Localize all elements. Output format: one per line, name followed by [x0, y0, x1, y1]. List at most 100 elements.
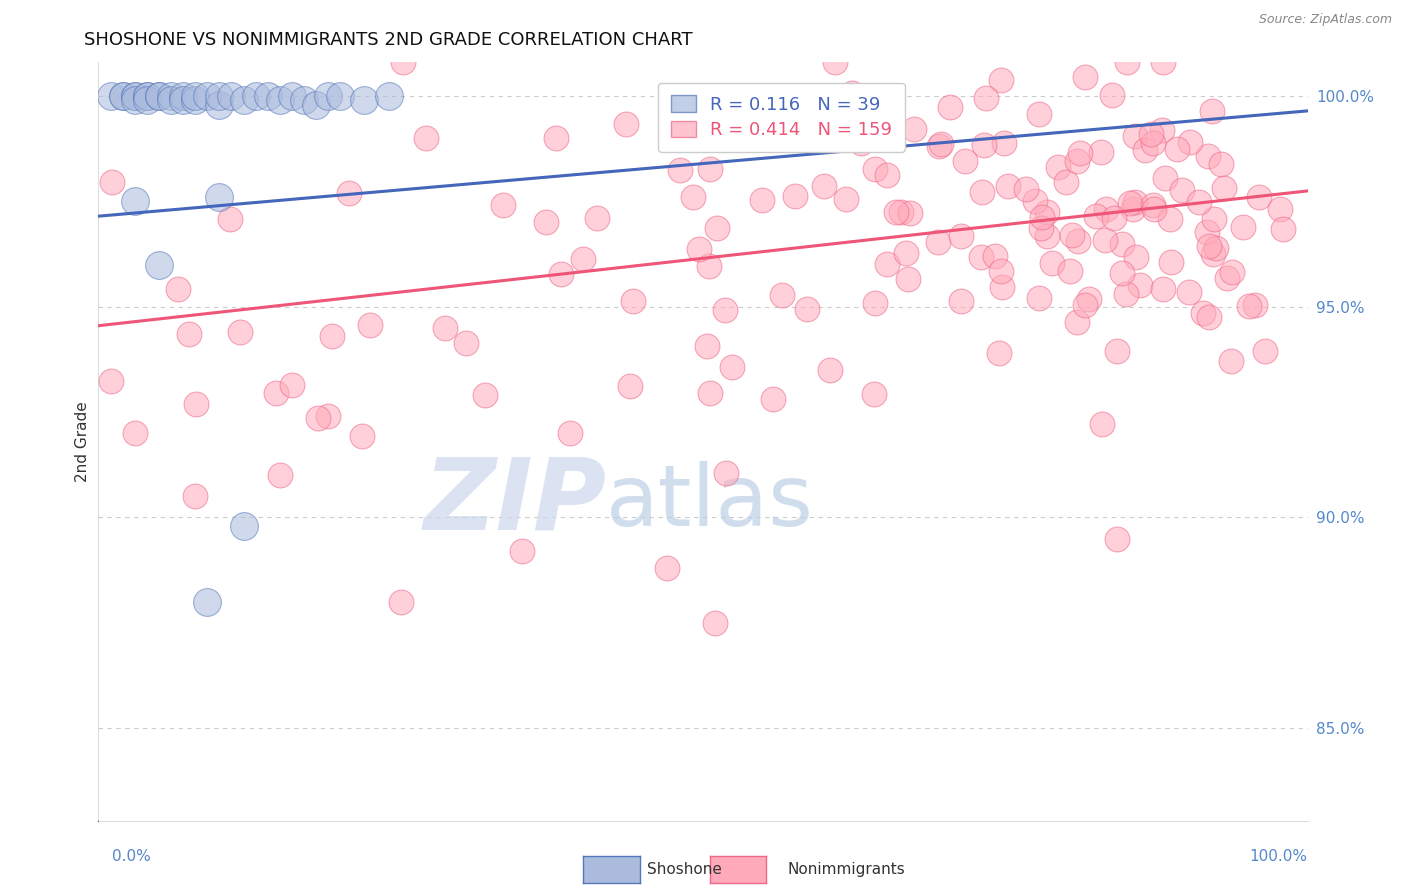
Point: [938, 100, 960, 114]
Point: [1191, 306, 1213, 320]
Point: [796, 301, 818, 316]
Point: [135, 89, 157, 103]
Point: [377, 89, 399, 103]
Point: [953, 154, 976, 169]
Point: [492, 197, 515, 211]
Point: [1091, 417, 1114, 432]
Point: [1015, 182, 1038, 196]
Point: [997, 178, 1019, 193]
Point: [318, 409, 340, 424]
Point: [321, 329, 343, 343]
Point: [124, 89, 146, 103]
Point: [100, 374, 122, 388]
Point: [873, 93, 896, 107]
Y-axis label: 2nd Grade: 2nd Grade: [75, 401, 90, 482]
Point: [232, 518, 254, 533]
Point: [1202, 211, 1225, 226]
Point: [972, 185, 994, 199]
Point: [1254, 344, 1277, 359]
Point: [245, 89, 267, 103]
Point: [148, 89, 170, 103]
Point: [993, 136, 1015, 150]
Point: [232, 93, 254, 107]
Point: [1201, 103, 1223, 118]
Point: [1220, 353, 1243, 368]
Point: [713, 303, 735, 318]
Point: [1211, 157, 1233, 171]
Point: [770, 288, 793, 302]
Point: [1180, 135, 1202, 149]
Point: [1035, 229, 1057, 244]
Point: [1135, 143, 1157, 157]
Point: [1115, 287, 1137, 301]
Point: [454, 336, 477, 351]
Point: [1160, 254, 1182, 268]
Point: [876, 257, 898, 271]
Point: [1069, 146, 1091, 161]
Point: [1232, 219, 1254, 234]
Point: [1216, 271, 1239, 285]
Point: [1073, 297, 1095, 311]
Point: [927, 235, 949, 249]
Point: [148, 258, 170, 272]
Text: SHOSHONE VS NONIMMIGRANTS 2ND GRADE CORRELATION CHART: SHOSHONE VS NONIMMIGRANTS 2ND GRADE CORR…: [84, 31, 693, 49]
Text: 100.0%: 100.0%: [1250, 849, 1308, 863]
Point: [195, 594, 218, 608]
Point: [160, 89, 183, 103]
Point: [1198, 239, 1220, 253]
Point: [389, 594, 412, 608]
Point: [735, 127, 758, 141]
Point: [903, 122, 925, 136]
Point: [860, 131, 883, 145]
Point: [1271, 222, 1294, 236]
Point: [863, 161, 886, 176]
Point: [929, 136, 952, 151]
Point: [1107, 532, 1129, 546]
Point: [100, 89, 122, 103]
Point: [1036, 205, 1059, 219]
Point: [668, 163, 690, 178]
Point: [1047, 160, 1070, 174]
Point: [1059, 264, 1081, 278]
Point: [1178, 285, 1201, 299]
Point: [699, 162, 721, 177]
Point: [1028, 107, 1050, 121]
Point: [863, 386, 886, 401]
Point: [884, 205, 907, 219]
Point: [184, 489, 207, 503]
Point: [704, 615, 727, 630]
Point: [851, 136, 873, 151]
Point: [1074, 70, 1097, 85]
Point: [184, 93, 207, 107]
Point: [973, 138, 995, 153]
Point: [990, 73, 1012, 87]
Point: [281, 378, 304, 392]
Point: [950, 293, 973, 308]
Point: [1060, 228, 1083, 243]
Point: [1119, 196, 1142, 211]
Point: [820, 363, 842, 377]
Point: [269, 468, 291, 483]
Point: [655, 561, 678, 575]
Point: [1101, 88, 1123, 103]
Point: [1104, 211, 1126, 225]
Point: [1028, 291, 1050, 305]
Point: [1140, 127, 1163, 141]
Point: [550, 267, 572, 281]
Point: [1197, 149, 1219, 163]
Point: [184, 397, 207, 411]
Point: [316, 89, 339, 103]
Point: [184, 89, 207, 103]
Text: ZIP: ZIP: [423, 454, 606, 550]
Point: [813, 178, 835, 193]
Point: [433, 320, 456, 334]
Point: [1197, 225, 1219, 239]
Point: [1188, 194, 1211, 209]
Point: [896, 245, 918, 260]
Point: [890, 205, 912, 219]
Point: [1247, 190, 1270, 204]
Point: [256, 89, 278, 103]
Text: Source: ZipAtlas.com: Source: ZipAtlas.com: [1258, 13, 1392, 27]
Point: [308, 411, 330, 425]
Point: [208, 97, 231, 112]
